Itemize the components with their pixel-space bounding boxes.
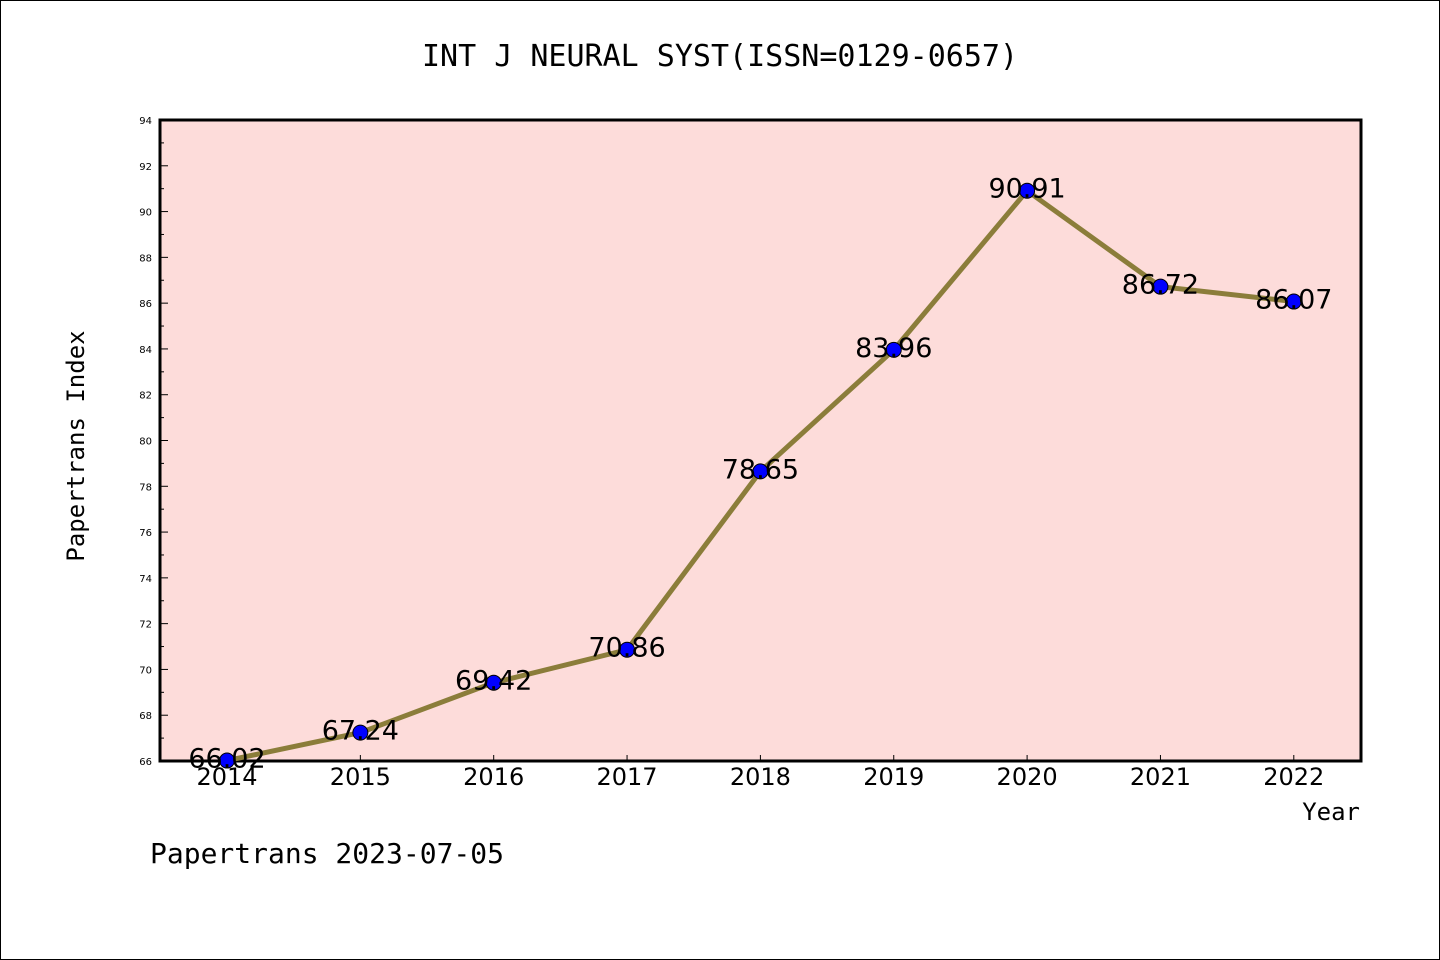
y-tick-label: 92: [139, 162, 152, 173]
x-tick-label: 2019: [863, 763, 924, 791]
data-label: 78.65: [722, 454, 799, 485]
y-tick-label: 88: [139, 253, 152, 264]
x-tick-label: 2017: [597, 763, 658, 791]
plot-area: [158, 118, 1363, 763]
data-point: [1152, 278, 1169, 295]
data-label: 83.96: [855, 333, 932, 364]
y-tick-label: 80: [139, 437, 152, 448]
data-point: [619, 641, 636, 658]
x-tick-label: 2015: [330, 763, 391, 791]
data-point: [885, 341, 902, 358]
x-axis: 2014 2015 2016 2017 2018 2019 2020 2021 2022: [196, 755, 1324, 791]
y-tick-label: 86: [139, 299, 152, 310]
data-label: 66.02: [188, 744, 265, 775]
x-tick-label: 2021: [1130, 763, 1191, 791]
data-label: 86.07: [1255, 285, 1332, 316]
data-point: [219, 752, 235, 769]
x-axis-label: Year: [1302, 798, 1360, 826]
y-tick-label: 68: [139, 711, 152, 722]
y-tick-label: 82: [139, 391, 152, 402]
data-label: 69.42: [455, 666, 532, 697]
footer-text: Papertrans 2023-07-05: [150, 837, 504, 870]
y-axis: 66 68 70 72 74 76 78 80 82 84 86 88 90 92 94: [139, 116, 168, 768]
data-label: 67.24: [322, 716, 399, 747]
data-label: 86.72: [1122, 270, 1199, 301]
x-tick-label: 2016: [463, 763, 524, 791]
y-tick-label: 76: [139, 528, 152, 539]
y-tick-label: 84: [139, 345, 152, 356]
chart-title: INT J NEURAL SYST(ISSN=0129-0657): [422, 39, 1018, 74]
data-point: [1019, 182, 1036, 199]
data-point: [1285, 293, 1302, 310]
y-tick-label: 66: [139, 757, 152, 768]
x-tick-label: 2020: [997, 763, 1058, 791]
data-labels: 66.02 67.24 69.42 70.86 78.65 83.96 90.91 86.72…: [188, 174, 1332, 775]
x-tick-label: 2018: [730, 763, 791, 791]
y-tick-label: 70: [139, 665, 152, 676]
data-point: [352, 724, 369, 741]
y-tick-label: 94: [139, 116, 152, 127]
y-tick-label: 72: [139, 620, 152, 631]
data-label: 90.91: [988, 174, 1065, 205]
data-point: [752, 463, 769, 480]
y-tick-label: 74: [139, 574, 152, 585]
data-label: 70.86: [588, 633, 665, 664]
x-tick-label: 2022: [1263, 763, 1324, 791]
y-tick-label: 78: [139, 482, 152, 493]
y-tick-label: 90: [139, 208, 152, 219]
data-point: [485, 674, 502, 691]
y-axis-label: Papertrans Index: [62, 330, 90, 561]
series-layer: [219, 182, 1302, 769]
